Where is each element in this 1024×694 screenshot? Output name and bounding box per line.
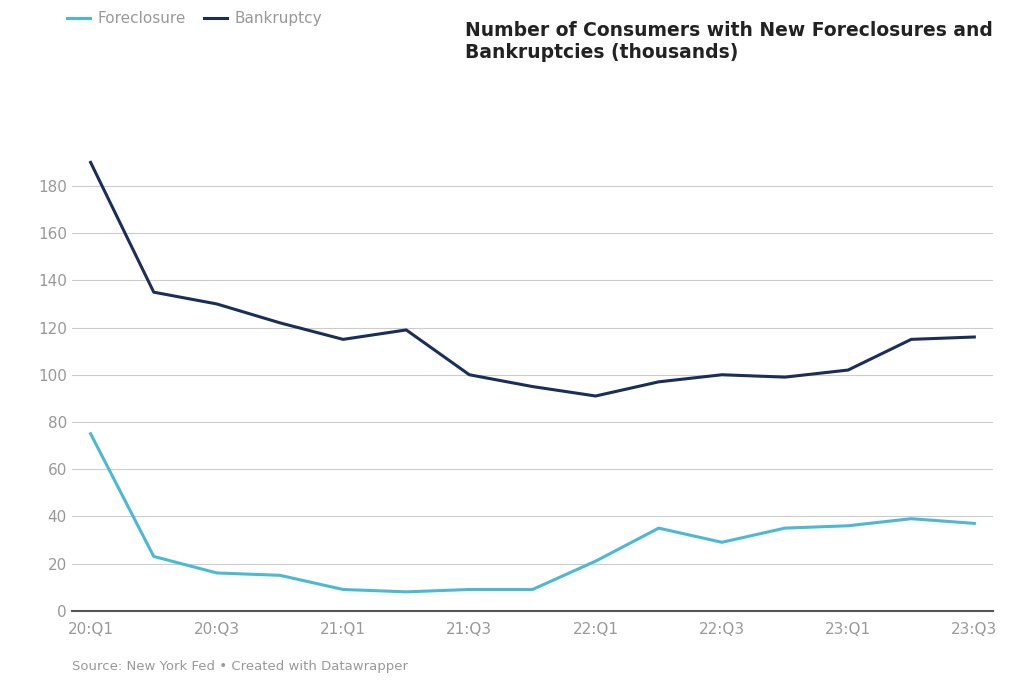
- Text: Number of Consumers with New Foreclosures and
Bankruptcies (thousands): Number of Consumers with New Foreclosure…: [465, 21, 993, 62]
- Text: Source: New York Fed • Created with Datawrapper: Source: New York Fed • Created with Data…: [72, 660, 408, 673]
- Legend: Foreclosure, Bankruptcy: Foreclosure, Bankruptcy: [60, 5, 329, 32]
